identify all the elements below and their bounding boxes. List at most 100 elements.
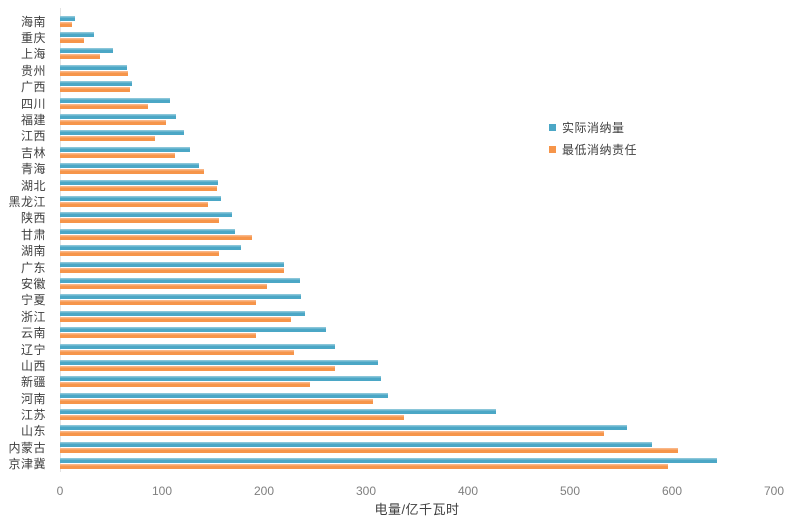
bar-track <box>60 212 774 224</box>
legend-label-actual: 实际消纳量 <box>562 120 625 135</box>
bar-row: 山东 <box>0 423 774 439</box>
category-label: 广西 <box>20 80 46 95</box>
bar-track <box>60 48 774 60</box>
bar-rows: 海南 重庆 上海 贵州 广西 四川 福建 江西 吉林 青海 湖北 黑龙江 陕西 甘肃 湖南 广东 安徽 宁夏 浙江云… <box>0 13 774 472</box>
bar-track <box>60 343 774 355</box>
bar-actual-consumption <box>60 130 185 136</box>
x-tick-label: 200 <box>253 484 275 498</box>
bar-row: 陕西 <box>0 210 774 226</box>
bar-track <box>60 163 774 175</box>
category-label: 京津冀 <box>8 457 46 472</box>
bar-actual-consumption <box>60 458 717 464</box>
bar-minimum-responsibility <box>60 300 256 306</box>
x-tick-label: 0 <box>56 484 64 498</box>
bar-track <box>60 32 774 44</box>
bar-row: 内蒙古 <box>0 439 774 455</box>
bar-minimum-responsibility <box>60 120 167 126</box>
bar-minimum-responsibility <box>60 415 404 421</box>
category-label: 江苏 <box>20 408 46 423</box>
bar-minimum-responsibility <box>60 333 256 339</box>
bar-track <box>60 245 774 257</box>
bar-actual-consumption <box>60 15 76 21</box>
bar-row: 青海 <box>0 161 774 177</box>
bar-minimum-responsibility <box>60 349 294 355</box>
bar-track <box>60 392 774 404</box>
x-axis-title: 电量/亿千瓦时 <box>374 502 460 517</box>
category-label: 山西 <box>20 358 46 373</box>
bar-track <box>60 441 774 453</box>
bar-actual-consumption <box>60 261 285 267</box>
category-label: 辽宁 <box>20 342 46 357</box>
x-tick-label: 100 <box>151 484 173 498</box>
bar-row: 江苏 <box>0 406 774 422</box>
bar-actual-consumption <box>60 163 199 169</box>
bar-actual-consumption <box>60 114 177 120</box>
bar-track <box>60 179 774 191</box>
x-tick-label: 500 <box>559 484 581 498</box>
bar-row: 湖北 <box>0 177 774 193</box>
bar-row: 湖南 <box>0 242 774 258</box>
bar-row: 四川 <box>0 95 774 111</box>
legend-item-minimum: 最低消纳责任 <box>549 138 637 160</box>
bar-row: 福建 <box>0 111 774 127</box>
category-label: 山东 <box>20 424 46 439</box>
bar-row: 云南 <box>0 324 774 340</box>
category-label: 福建 <box>20 113 46 128</box>
bar-row: 山西 <box>0 357 774 373</box>
bar-actual-consumption <box>60 32 94 38</box>
bar-minimum-responsibility <box>60 447 679 453</box>
bar-track <box>60 261 774 273</box>
category-label: 甘肃 <box>20 227 46 242</box>
bar-actual-consumption <box>60 81 133 87</box>
bar-minimum-responsibility <box>60 251 220 257</box>
bar-actual-consumption <box>60 212 233 218</box>
bar-track <box>60 81 774 93</box>
bar-row: 吉林 <box>0 144 774 160</box>
legend-swatch-actual-icon <box>549 123 556 131</box>
bar-row: 宁夏 <box>0 292 774 308</box>
bar-minimum-responsibility <box>60 87 131 93</box>
legend-label-minimum: 最低消纳责任 <box>562 142 638 157</box>
bar-actual-consumption <box>60 179 219 185</box>
bar-track <box>60 146 774 158</box>
bar-actual-consumption <box>60 245 241 251</box>
bar-row: 河南 <box>0 390 774 406</box>
bar-row: 广西 <box>0 79 774 95</box>
category-label: 四川 <box>20 96 46 111</box>
bar-actual-consumption <box>60 409 496 415</box>
bar-actual-consumption <box>60 195 222 201</box>
bar-actual-consumption <box>60 277 300 283</box>
bar-row: 广东 <box>0 259 774 275</box>
bar-minimum-responsibility <box>60 54 100 60</box>
bar-row: 海南 <box>0 13 774 29</box>
bar-track <box>60 409 774 421</box>
category-label: 陕西 <box>20 211 46 226</box>
x-tick-label: 700 <box>763 484 785 498</box>
bar-track <box>60 458 774 470</box>
x-tick-label: 400 <box>457 484 479 498</box>
bar-track <box>60 310 774 322</box>
bar-track <box>60 376 774 388</box>
category-label: 云南 <box>20 326 46 341</box>
bar-actual-consumption <box>60 343 336 349</box>
bar-track <box>60 359 774 371</box>
bar-actual-consumption <box>60 392 389 398</box>
bar-actual-consumption <box>60 327 327 333</box>
category-label: 黑龙江 <box>8 195 46 209</box>
bar-actual-consumption <box>60 48 114 54</box>
bar-track <box>60 15 774 27</box>
bar-minimum-responsibility <box>60 365 336 371</box>
bar-track <box>60 294 774 306</box>
bar-track <box>60 97 774 109</box>
bar-track <box>60 425 774 437</box>
bar-actual-consumption <box>60 97 171 103</box>
category-label: 青海 <box>20 162 46 177</box>
bar-minimum-responsibility <box>60 464 668 470</box>
bar-actual-consumption <box>60 376 382 382</box>
bar-minimum-responsibility <box>60 382 310 388</box>
category-label: 河南 <box>20 391 46 406</box>
bar-minimum-responsibility <box>60 70 129 76</box>
bar-track <box>60 277 774 289</box>
category-label: 江西 <box>20 129 46 144</box>
